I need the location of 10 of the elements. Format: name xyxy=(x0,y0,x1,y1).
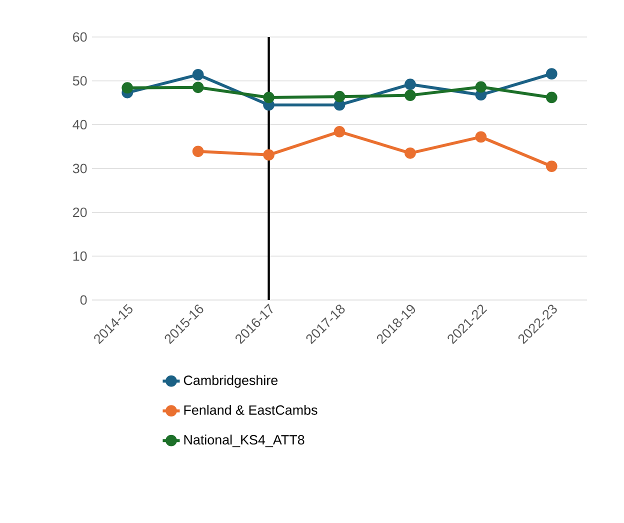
y-tick-label: 30 xyxy=(72,164,87,174)
y-tick-label: 50 xyxy=(72,76,87,86)
legend-label: Fenland & EastCambs xyxy=(184,404,318,415)
legend-label: Cambridgeshire xyxy=(184,375,278,388)
y-tick-label: 40 xyxy=(72,120,87,130)
y-tick-label: 60 xyxy=(73,32,87,42)
y-tick-label: 20 xyxy=(73,208,87,218)
y-tick-label: 10 xyxy=(73,251,87,261)
legend-label: National_KS4_ATT8 xyxy=(184,434,304,448)
y-tick-label: 0 xyxy=(80,295,87,305)
